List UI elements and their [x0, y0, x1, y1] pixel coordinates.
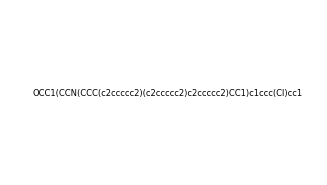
- Text: OCC1(CCN(CCC(c2ccccc2)(c2ccccc2)c2ccccc2)CC1)c1ccc(Cl)cc1: OCC1(CCN(CCC(c2ccccc2)(c2ccccc2)c2ccccc2…: [32, 89, 303, 98]
